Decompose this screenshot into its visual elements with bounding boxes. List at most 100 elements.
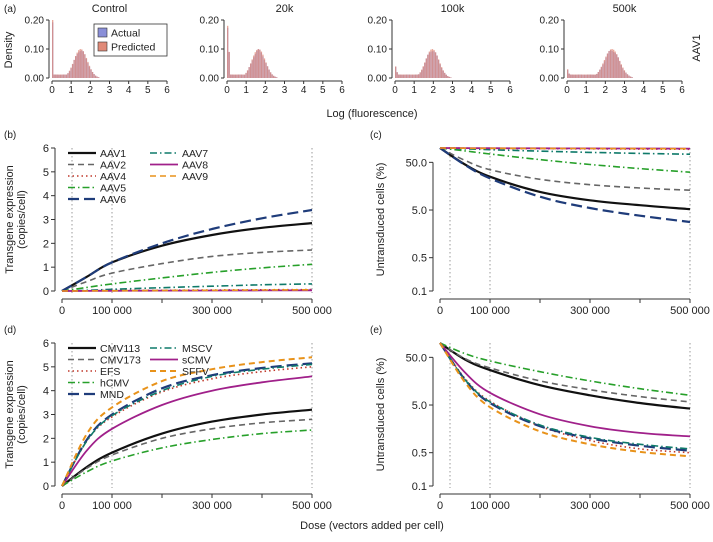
hist-bar-predicted	[421, 69, 423, 78]
hist-bar-predicted	[614, 51, 616, 78]
x-tick-label: 100 000	[470, 305, 510, 317]
hist-bar-predicted	[273, 75, 275, 78]
hist-bar-predicted	[431, 49, 434, 78]
panel-label-b: (b)	[4, 130, 16, 141]
hist-bar-predicted	[571, 74, 573, 78]
series-line-mnd	[439, 342, 691, 452]
hist-x-tick-label: 5	[145, 85, 151, 96]
x-tick-label: 100 000	[92, 500, 132, 512]
hist-bar-predicted	[600, 66, 603, 78]
series-line-sffv	[439, 342, 691, 458]
hist-bar-predicted	[442, 70, 444, 78]
hist-bar-predicted	[577, 74, 580, 78]
y-tick-label: 4	[43, 386, 49, 398]
y-axis-label: (copies/cell)	[16, 190, 28, 249]
hist-bar-predicted	[58, 74, 60, 78]
hist-legend-label: Actual	[111, 28, 140, 40]
x-tick-label: 300 000	[192, 500, 232, 512]
hist-bar-predicted	[239, 74, 241, 78]
hist-x-tick-label: 6	[679, 85, 685, 96]
hist-legend-swatch	[97, 41, 108, 52]
legend-label: CMV113	[100, 343, 140, 355]
hist-bar-predicted	[596, 73, 598, 78]
x-tick-label: 500 000	[670, 500, 710, 512]
hist-bar-predicted	[602, 63, 604, 78]
y-axis-label: Transgene expression	[4, 165, 16, 273]
hist-bar-predicted	[256, 49, 258, 78]
hist-bar-predicted	[254, 52, 256, 78]
hist-x-tick-label: 0	[392, 85, 398, 96]
hist-bar-predicted	[448, 76, 450, 78]
hist-bar-predicted	[248, 67, 250, 78]
hist-bar-predicted	[98, 77, 100, 78]
hist-bar-predicted	[625, 72, 627, 78]
series-line-hcmv	[439, 342, 691, 397]
hist-bar-predicted	[605, 56, 607, 78]
hist-x-tick-label: 1	[243, 85, 249, 96]
hist-bar-predicted	[579, 74, 581, 78]
legend-label: AAV9	[182, 171, 208, 183]
legend-label: sCMV	[182, 355, 211, 367]
y-axis-label: Untransduced cells (%)	[375, 358, 387, 472]
series-line-aav5	[61, 263, 313, 292]
hist-bar-predicted	[402, 74, 404, 78]
series-line-cmv113	[439, 342, 691, 410]
hist-bar-predicted	[437, 59, 440, 78]
y-tick-label: 5	[43, 362, 49, 374]
hist-bar-predicted	[617, 57, 619, 78]
series-line-aav5	[439, 147, 691, 173]
hist-bar-predicted	[398, 74, 400, 78]
hist-x-tick-label: 1	[68, 85, 74, 96]
y-tick-label: 0.5	[412, 253, 427, 265]
y-tick-label: 0.1	[412, 481, 427, 493]
hist-bar-predicted	[416, 74, 418, 78]
hist-bar-predicted	[619, 60, 621, 78]
hist-bar-predicted	[436, 55, 438, 78]
series-line-aav9	[61, 289, 313, 292]
y-tick-label: 5.0	[412, 205, 427, 217]
hist-bar-predicted	[404, 74, 406, 78]
legend-label: SFFV	[182, 366, 209, 378]
hist-bar-predicted	[78, 50, 80, 78]
x-tick-label: 0	[437, 500, 443, 512]
hist-bar-predicted	[62, 74, 65, 78]
hist-bar-predicted	[570, 74, 572, 78]
series-line-hcmv	[61, 429, 313, 487]
series-line-aav6	[61, 208, 313, 292]
series-line-scmv	[439, 342, 691, 438]
hist-bar-predicted	[271, 74, 273, 78]
hist-bar-predicted	[447, 76, 449, 78]
hist-bar-predicted	[623, 70, 626, 78]
hist-bar-predicted	[418, 74, 420, 78]
series-line-mscv	[439, 342, 691, 450]
hist-bar-predicted	[597, 71, 599, 78]
hist-x-tick-label: 3	[282, 85, 288, 96]
shared-xlabel: Dose (vectors added per cell)	[300, 520, 444, 532]
hist-bar-predicted	[396, 72, 398, 78]
hist-y-tick-label: 0.00	[540, 74, 560, 85]
hist-bar-predicted	[450, 77, 452, 78]
hist-bar-predicted	[243, 74, 246, 78]
legend-label: AAV7	[182, 148, 208, 160]
hist-y-tick-label: 0.20	[25, 16, 45, 27]
hist-x-tick-label: 5	[488, 85, 494, 96]
hist-x-tick-label: 2	[88, 85, 94, 96]
hist-bar-predicted	[585, 74, 587, 78]
hist-bar-predicted	[260, 51, 263, 78]
y-tick-label: 2	[43, 433, 49, 445]
hist-bar-predicted	[628, 75, 630, 78]
hist-bar-predicted	[276, 77, 278, 78]
hist-bar-predicted	[93, 74, 95, 78]
panel-b-expression-aav: (b) Transgene expression (copies/cell) 0 100…	[4, 130, 332, 317]
hist-subpanel-title: 20k	[276, 3, 294, 15]
hist-subpanel: Control 0 1 2 3 4 5 6 0.00 0.10 0.20	[25, 3, 171, 96]
hist-bar-predicted	[593, 74, 595, 78]
hist-legend-swatch	[97, 27, 108, 38]
hist-bar-predicted	[414, 74, 417, 78]
hist-bar-predicted	[588, 74, 590, 78]
hist-bar-predicted	[428, 51, 431, 78]
legend-label: AAV4	[100, 171, 126, 183]
hist-y-tick-label: 0.20	[540, 16, 560, 27]
y-tick-label: 1	[43, 262, 49, 274]
hist-subpanel: 20k 0 1 2 3 4 5 6 0.00 0.10 0.20	[200, 3, 346, 96]
